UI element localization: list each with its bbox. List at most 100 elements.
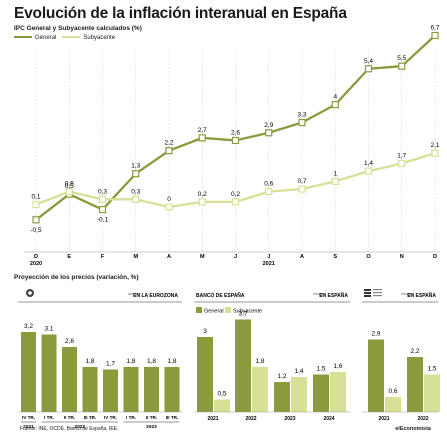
x-tick-label: M — [200, 254, 205, 260]
bar-label: 0,6 — [388, 388, 397, 395]
bar-category: I TR. — [126, 415, 136, 420]
data-point-subyacente — [298, 185, 306, 193]
x-tick-label: D — [433, 254, 437, 260]
data-point-general — [98, 205, 107, 214]
data-label-general: 6,7 — [430, 24, 439, 31]
data-label-general: 2,9 — [264, 122, 273, 129]
data-point-subyacente — [32, 200, 40, 209]
legend-swatch-subyacente — [225, 307, 231, 313]
bar-eurozona — [82, 367, 98, 412]
x-tick-label: J — [267, 254, 270, 260]
projection-title: Proyección de los precios (variación, %) — [14, 274, 139, 281]
data-point-general — [132, 170, 140, 178]
data-label-general: 2,7 — [198, 127, 207, 134]
bar-category: 2024 — [323, 416, 334, 422]
bar-label: 1,2 — [277, 373, 286, 380]
data-point-general — [364, 65, 373, 73]
year-group-label: 2021 — [23, 424, 34, 430]
ine-logo-line — [373, 289, 382, 291]
ine-logo-line — [373, 292, 382, 294]
data-label-subyacente: 0,6 — [264, 181, 273, 188]
projection-bar-charts: EN LA EUROZONA 3,2 IV TR. 3,1 I TR. 2,6 II TR.… — [18, 289, 440, 430]
ine-logo-bar — [364, 289, 371, 291]
data-label-general: -0,1 — [97, 217, 109, 224]
bar-category: 2021 — [207, 416, 218, 422]
bar-label: 2,2 — [410, 348, 419, 355]
bar-eurozona — [21, 332, 36, 412]
data-label-subyacente: 0,3 — [131, 188, 140, 195]
data-label-subyacente: 0,3 — [98, 188, 107, 195]
bar-label: 2,6 — [65, 338, 74, 345]
bar-general — [368, 339, 384, 412]
data-point-subyacente — [265, 188, 273, 196]
x-tick-label: A — [300, 254, 304, 260]
bar-category: II TR. — [146, 415, 157, 420]
bar-subyacente — [385, 397, 401, 412]
legend: General Subyacente — [14, 35, 115, 41]
bar-label: 1,8 — [126, 358, 135, 365]
data-label-general: -0,5 — [30, 227, 42, 234]
chart-subtitle: IPC General y Subyacente calculados (%) — [14, 25, 142, 32]
bar-subyacente — [214, 399, 230, 412]
legend-swatch-general — [196, 307, 202, 313]
data-point-general — [231, 136, 240, 145]
legend-item-subyacente: Subyacente — [62, 35, 115, 41]
data-point-subyacente — [165, 203, 173, 211]
data-point-subyacente — [331, 177, 339, 185]
data-point-subyacente — [398, 159, 406, 168]
bar-category: 2023 — [284, 416, 295, 422]
legend-item-general: General — [14, 35, 56, 41]
bar-label: 1,4 — [294, 368, 303, 375]
data-point-general — [165, 147, 173, 155]
ine-logo-bar — [364, 295, 371, 297]
x-tick-label: O — [366, 254, 371, 260]
year-label: 2021 — [263, 261, 275, 267]
data-label-subyacente: 1,4 — [364, 160, 373, 167]
bar-label: 0,5 — [217, 391, 226, 398]
year-group-label: 2022 — [74, 424, 85, 430]
bar-label: 3,2 — [24, 323, 33, 330]
panel-logo-bde: BANCO DE ESPAÑA — [196, 292, 245, 299]
ine-logo — [364, 289, 382, 297]
bar-label: 1,5 — [316, 366, 325, 373]
bar-label: 1,8 — [255, 358, 264, 365]
data-label-general: 5,5 — [397, 55, 406, 62]
bar-label: 2,9 — [371, 331, 380, 338]
bar-eurozona — [144, 367, 159, 412]
bar-general — [274, 382, 290, 412]
bar-category: I TR. — [44, 415, 54, 420]
bar-label: 1,6 — [333, 363, 342, 370]
bar-subyacente — [330, 372, 346, 412]
data-point-general — [431, 31, 439, 40]
ine-logo-line — [373, 295, 382, 297]
data-point-subyacente — [364, 167, 373, 175]
data-label-general: 5,4 — [364, 58, 373, 65]
bar-subyacente — [252, 367, 268, 412]
data-point-subyacente — [65, 188, 73, 196]
x-tick-label: A — [167, 254, 171, 260]
data-label-subyacente: 1 — [333, 170, 337, 177]
data-label-general: 2,2 — [164, 140, 173, 147]
legend-label-general: General — [204, 309, 224, 315]
data-point-subyacente — [98, 195, 107, 203]
year-label: 2020 — [30, 261, 42, 267]
bar-label: 1,8 — [147, 358, 156, 365]
data-point-subyacente — [132, 195, 140, 203]
data-label-general: 3,3 — [297, 112, 306, 119]
bar-eurozona — [123, 367, 139, 412]
panel-label: EN ESPAÑA — [407, 292, 436, 299]
data-point-subyacente — [231, 198, 240, 206]
data-label-subyacente: 0,2 — [231, 191, 240, 198]
bar-label: 3,7 — [238, 311, 247, 318]
data-label-subyacente: 0,6 — [65, 181, 74, 188]
x-tick-label: S — [333, 254, 337, 260]
bar-subyacente — [291, 377, 307, 412]
bar-category: II TR. — [64, 415, 75, 420]
bar-label: 1,5 — [427, 366, 436, 373]
ocde-logo-center — [28, 291, 32, 295]
bar-category: 2022 — [417, 416, 428, 422]
bar-label: 1,8 — [167, 358, 176, 365]
data-label-general: 1,3 — [131, 163, 140, 170]
data-point-general — [331, 100, 339, 109]
